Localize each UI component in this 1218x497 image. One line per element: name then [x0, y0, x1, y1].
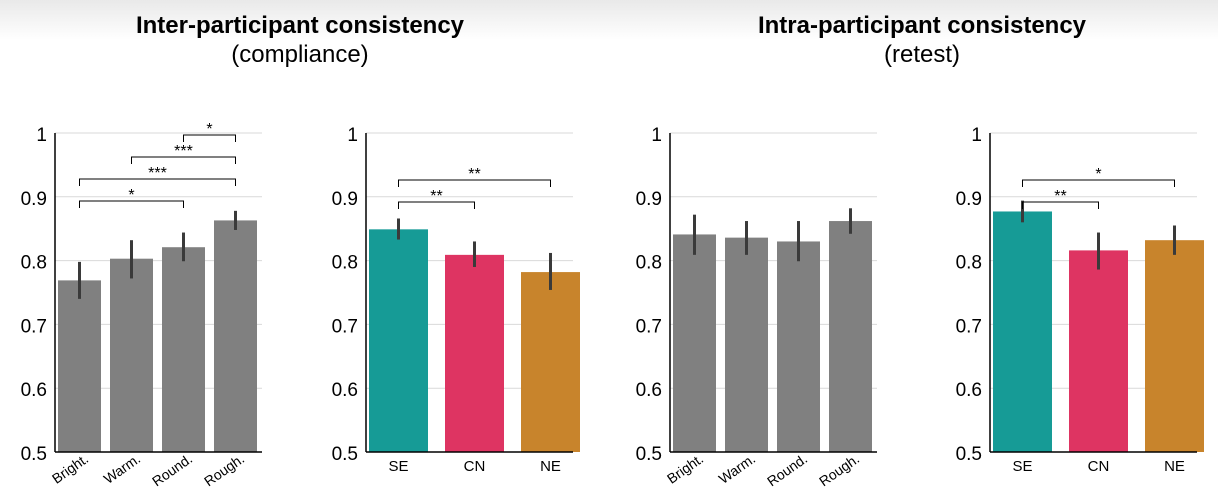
y-tick-label: 0.9 — [956, 189, 982, 210]
bar-warm — [110, 258, 153, 452]
y-tick-label: 0.8 — [21, 253, 47, 274]
significance-bracket — [1022, 201, 1099, 209]
y-tick-label: 0.5 — [636, 444, 662, 465]
y-tick-label: 0.7 — [21, 316, 47, 337]
significance-label: ** — [430, 188, 442, 205]
x-tick-label: Rough. — [816, 450, 862, 489]
y-tick-label: 1 — [651, 125, 662, 146]
bar-round — [162, 247, 205, 452]
y-tick-label: 0.7 — [636, 316, 662, 337]
y-tick-label: 0.6 — [21, 380, 47, 401]
bar-se — [993, 211, 1052, 452]
bar-bright — [58, 280, 101, 452]
bar-rough — [829, 221, 872, 452]
significance-bracket — [1022, 179, 1175, 187]
y-tick-label: 0.8 — [332, 253, 358, 274]
chart-panel-1: 0.5 0.6 0.7 0.8 0.9 1 Bright. Warm. Round. Rough.… — [21, 121, 262, 489]
significance-label: * — [206, 121, 212, 138]
y-tick-label: 0.9 — [332, 189, 358, 210]
y-tick-label: 0.5 — [332, 444, 358, 465]
x-tick-label: Warm. — [101, 450, 144, 486]
group-title-inter-main: Inter-participant consistency — [135, 12, 465, 39]
significance-bracket — [131, 156, 236, 164]
bar-ne — [1145, 240, 1204, 452]
y-tick-label: 0.7 — [956, 316, 982, 337]
y-tick-label: 0.5 — [21, 444, 47, 465]
significance-label: ** — [1054, 188, 1066, 205]
bar-cn — [445, 254, 504, 452]
significance-bracket — [79, 178, 236, 186]
significance-bracket — [398, 179, 551, 187]
x-tick-label: SE — [388, 458, 408, 475]
y-tick-label: 1 — [36, 125, 47, 146]
x-tick-label: NE — [1164, 458, 1185, 475]
y-tick-label: 1 — [971, 125, 982, 146]
x-tick-label: SE — [1012, 458, 1032, 475]
group-title-intra: Intra-participant consistency (retest) — [712, 11, 1132, 69]
significance-label: ** — [468, 166, 480, 183]
bar-se — [369, 229, 428, 452]
bar-round — [777, 241, 820, 452]
x-tick-label: Round. — [149, 450, 195, 489]
y-tick-label: 0.9 — [636, 189, 662, 210]
group-title-intra-sub: (retest) — [883, 41, 960, 68]
chart-panel-3: 0.5 0.6 0.7 0.8 0.9 1 Bright. Warm. Round. Rough. — [636, 125, 877, 489]
x-tick-label: NE — [540, 458, 561, 475]
x-tick-label: Bright. — [49, 450, 91, 486]
x-tick-label: Warm. — [716, 450, 759, 486]
significance-bracket — [183, 134, 236, 142]
bar-ne — [521, 272, 580, 452]
significance-label: *** — [174, 143, 193, 160]
bar-rough — [214, 220, 257, 452]
group-title-intra-main: Intra-participant consistency — [757, 12, 1087, 39]
y-tick-label: 0.8 — [956, 253, 982, 274]
y-tick-label: 0.8 — [636, 253, 662, 274]
significance-label: * — [128, 187, 134, 204]
y-tick-label: 0.6 — [332, 380, 358, 401]
significance-bracket — [79, 200, 184, 208]
significance-bracket — [398, 201, 475, 209]
bar-bright — [673, 234, 716, 452]
group-title-inter-sub: (compliance) — [231, 41, 369, 68]
x-tick-label: Bright. — [664, 450, 706, 486]
x-tick-label: CN — [464, 458, 486, 475]
x-tick-label: CN — [1088, 458, 1110, 475]
y-tick-label: 0.9 — [21, 189, 47, 210]
y-tick-label: 0.5 — [956, 444, 982, 465]
significance-label: * — [1095, 166, 1101, 183]
y-tick-label: 0.7 — [332, 316, 358, 337]
bar-cn — [1069, 250, 1128, 452]
x-tick-label: Rough. — [201, 450, 247, 489]
y-tick-label: 0.6 — [956, 380, 982, 401]
bar-warm — [725, 237, 768, 452]
y-tick-label: 1 — [347, 125, 358, 146]
y-tick-label: 0.6 — [636, 380, 662, 401]
group-title-inter: Inter-participant consistency (complianc… — [90, 11, 510, 69]
x-tick-label: Round. — [764, 450, 810, 489]
chart-panel-2: 0.5 0.6 0.7 0.8 0.9 1 SE CN NE ** ** — [332, 125, 580, 475]
significance-label: *** — [148, 165, 167, 182]
